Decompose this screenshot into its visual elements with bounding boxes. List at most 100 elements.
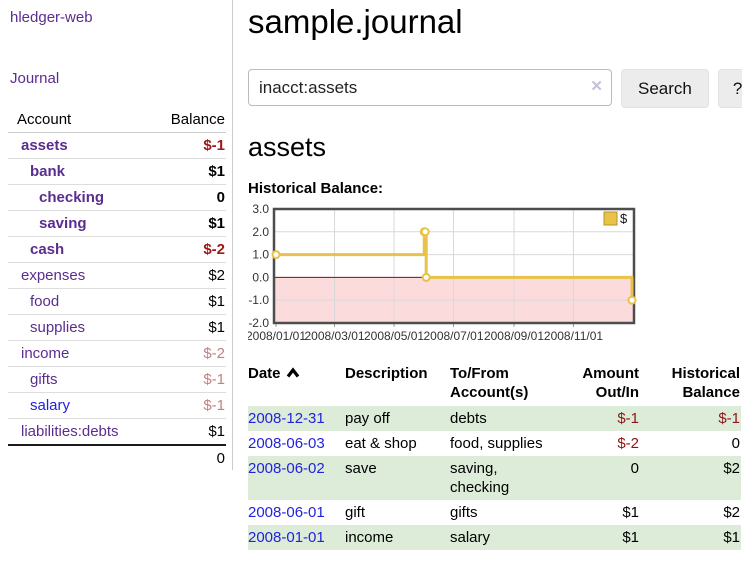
svg-text:-1.0: -1.0 (248, 293, 269, 307)
account-balance: $1 (158, 158, 226, 185)
register-header-row: Date Description To/From Account(s) Amou… (248, 362, 741, 406)
register-row: 2008-06-02 save saving, checking 0 $2 (248, 456, 741, 500)
transaction-description: income (345, 529, 394, 546)
account-balance: $1 (158, 288, 226, 315)
account-link-income[interactable]: income (21, 345, 70, 362)
transaction-amount: $1 (622, 529, 639, 546)
svg-text:1.0: 1.0 (252, 248, 269, 262)
account-tree: Account Balance assets $-1 bank $1 check… (8, 107, 226, 471)
svg-text:2008/11/01: 2008/11/01 (544, 329, 603, 343)
account-balance: $2 (158, 262, 226, 289)
account-row-expenses: expenses $2 (8, 262, 226, 289)
account-total-row: 0 (8, 444, 226, 471)
balance-column-header: Historical Balance (671, 365, 740, 401)
account-row-bank: bank $1 (8, 158, 226, 185)
svg-text:-2.0: -2.0 (248, 316, 269, 330)
clear-search-icon[interactable]: ✕ (590, 78, 603, 95)
account-row-gifts: gifts $-1 (8, 366, 226, 393)
account-balance: $-2 (158, 340, 226, 367)
account-row-supplies: supplies $1 (8, 314, 226, 341)
date-column-header[interactable]: Date (248, 362, 345, 406)
balance-column-header: Balance (158, 107, 226, 133)
accounts-column-header: To/From Account(s) (450, 365, 529, 401)
account-balance: $1 (158, 314, 226, 341)
register-row: 2008-06-01 gift gifts $1 $2 (248, 500, 741, 525)
account-link-assets[interactable]: assets (21, 137, 68, 154)
account-link-salary[interactable]: salary (30, 397, 71, 414)
page-title: sample.journal (248, 3, 463, 40)
chart-section-label: Historical Balance: (248, 180, 384, 197)
transaction-amount: $-2 (617, 435, 639, 452)
account-balance: 0 (158, 184, 226, 211)
amount-column-header: Amount Out/In (582, 365, 639, 401)
transaction-accounts: salary (450, 529, 491, 546)
account-row-salary: salary $-1 (8, 392, 226, 419)
search-input-wrap: ✕ (248, 69, 612, 108)
svg-text:3.0: 3.0 (252, 202, 269, 216)
account-row-saving: saving $1 (8, 210, 226, 237)
transaction-date-link[interactable]: 2008-06-02 (248, 460, 325, 477)
transaction-accounts: debts (450, 410, 487, 427)
account-link-saving[interactable]: saving (39, 215, 87, 232)
account-balance: $1 (158, 418, 226, 445)
svg-text:2008/09/01: 2008/09/01 (484, 329, 544, 343)
transaction-date-link[interactable]: 2008-06-01 (248, 504, 325, 521)
transaction-description: eat & shop (345, 435, 417, 452)
search-form: ✕ Search ? (248, 69, 742, 108)
svg-text:2008/07/01: 2008/07/01 (423, 329, 483, 343)
sidebar: hledger-web Journal Account Balance asse… (0, 0, 232, 471)
transaction-balance: $2 (723, 504, 740, 521)
sidebar-item-journal[interactable]: Journal (10, 70, 60, 87)
transaction-accounts: food, supplies (450, 435, 543, 452)
account-total-balance: 0 (158, 444, 226, 471)
account-link-cash[interactable]: cash (30, 241, 65, 258)
svg-text:2008/05/01: 2008/05/01 (364, 329, 424, 343)
transaction-amount: $-1 (617, 410, 639, 427)
account-link-food[interactable]: food (30, 293, 60, 310)
transaction-description: gift (345, 504, 366, 521)
account-balance: $-2 (158, 236, 226, 263)
account-row-cash: cash $-2 (8, 236, 226, 263)
sidebar-divider (232, 0, 233, 470)
svg-text:2.0: 2.0 (252, 225, 269, 239)
account-link-checking[interactable]: checking (39, 189, 105, 206)
search-input[interactable] (248, 69, 612, 106)
account-balance: $-1 (203, 137, 225, 154)
account-balance: $-1 (158, 392, 226, 419)
account-row-assets: assets $-1 (8, 133, 226, 159)
transaction-amount: $1 (622, 504, 639, 521)
account-balance: $1 (158, 210, 226, 237)
account-row-food: food $1 (8, 288, 226, 315)
account-heading: assets (248, 132, 327, 162)
transaction-description: pay off (345, 410, 390, 427)
transaction-date-link[interactable]: 2008-12-31 (248, 410, 325, 427)
transaction-balance: $1 (723, 529, 740, 546)
transaction-description: save (345, 460, 377, 477)
date-header-label: Date (248, 365, 281, 382)
brand-link[interactable]: hledger-web (10, 9, 93, 26)
account-link-supplies[interactable]: supplies (30, 319, 86, 336)
account-row-liabilities-debts: liabilities:debts $1 (8, 418, 226, 445)
search-button[interactable]: Search (621, 69, 709, 108)
svg-text:$: $ (620, 211, 628, 226)
account-row-checking: checking 0 (8, 184, 226, 211)
account-link-expenses[interactable]: expenses (21, 267, 86, 284)
account-link-bank[interactable]: bank (30, 163, 66, 180)
transaction-accounts: saving, checking (450, 460, 510, 496)
account-balance: $-1 (158, 366, 226, 393)
register-row: 2008-01-01 income salary $1 $1 (248, 525, 741, 550)
account-link-gifts[interactable]: gifts (30, 371, 58, 388)
help-button[interactable]: ? (717, 69, 742, 108)
transaction-balance: $2 (723, 460, 740, 477)
transaction-date-link[interactable]: 2008-01-01 (248, 529, 325, 546)
account-tree-header: Account Balance (8, 107, 226, 133)
register-table: Date Description To/From Account(s) Amou… (248, 362, 741, 550)
transaction-date-link[interactable]: 2008-06-03 (248, 435, 325, 452)
account-link-liabilities-debts[interactable]: liabilities:debts (21, 423, 119, 440)
transaction-balance: $-1 (718, 410, 740, 427)
svg-text:0.0: 0.0 (252, 270, 269, 284)
description-column-header: Description (345, 365, 428, 382)
main-content: sample.journal ✕ Search ? assets Histori… (248, 2, 742, 550)
transaction-balance: 0 (731, 435, 740, 452)
transaction-amount: 0 (630, 460, 639, 477)
